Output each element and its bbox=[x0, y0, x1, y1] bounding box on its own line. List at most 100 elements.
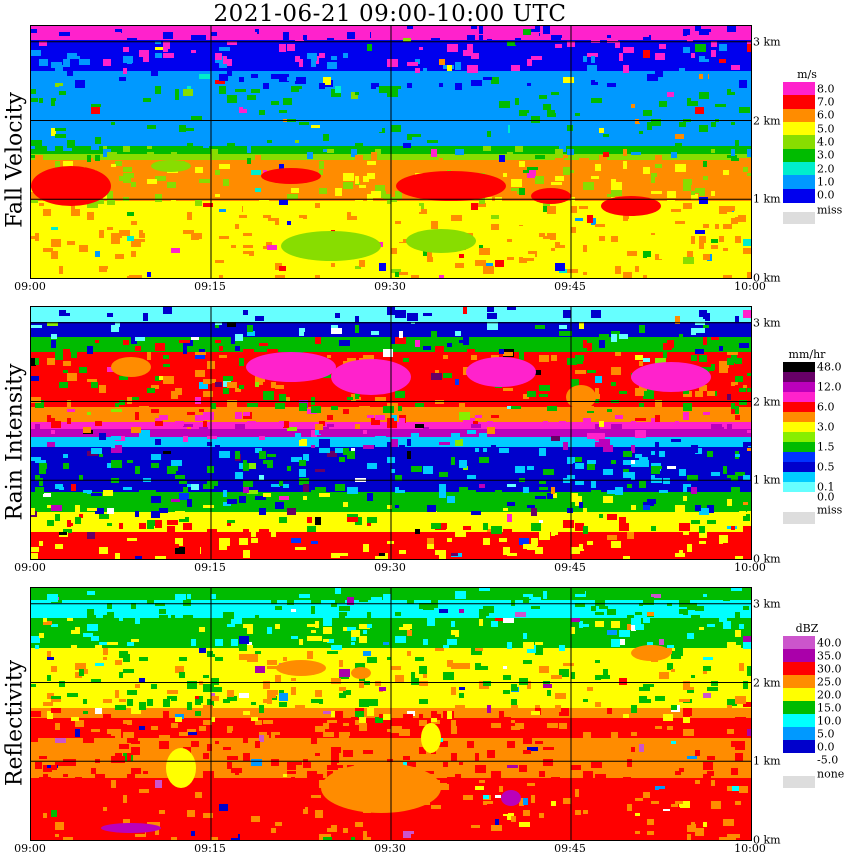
data-cell bbox=[307, 517, 312, 523]
data-cell bbox=[467, 741, 474, 748]
data-cell bbox=[543, 747, 554, 750]
data-cell bbox=[311, 636, 322, 641]
data-cell bbox=[639, 687, 650, 691]
data-cell bbox=[439, 553, 446, 559]
data-cell bbox=[315, 316, 323, 321]
data-cell bbox=[395, 391, 405, 398]
data-cell bbox=[175, 714, 184, 719]
data-cell bbox=[43, 621, 52, 625]
data-cell bbox=[495, 260, 504, 267]
data-cell bbox=[187, 594, 191, 599]
data-cell bbox=[63, 798, 68, 802]
data-cell bbox=[539, 771, 545, 777]
data-cell bbox=[559, 421, 566, 424]
data-cell bbox=[403, 756, 410, 760]
data-cell bbox=[375, 681, 381, 686]
data-cell bbox=[131, 275, 142, 278]
data-cell bbox=[715, 828, 725, 836]
colorbar-swatch bbox=[783, 162, 815, 176]
data-cell bbox=[99, 230, 104, 238]
data-cell bbox=[95, 340, 99, 343]
data-cell bbox=[555, 44, 562, 48]
data-cell bbox=[679, 224, 683, 228]
data-cell bbox=[515, 612, 526, 617]
data-cell bbox=[35, 645, 39, 649]
data-cell bbox=[595, 77, 601, 82]
data-cell bbox=[123, 795, 127, 803]
data-cell bbox=[227, 59, 232, 66]
data-cell bbox=[679, 469, 686, 476]
data-cell bbox=[363, 837, 371, 840]
data-cell bbox=[315, 487, 326, 495]
data-cell bbox=[379, 86, 389, 93]
data-cell bbox=[655, 137, 663, 140]
data-cell bbox=[203, 720, 212, 725]
data-cell bbox=[587, 541, 593, 545]
data-cell bbox=[367, 227, 374, 234]
data-cell bbox=[55, 484, 63, 489]
data-cell bbox=[455, 149, 464, 155]
data-cell bbox=[207, 529, 217, 534]
colorbar-label: 20.0 bbox=[817, 688, 842, 701]
data-cell bbox=[571, 627, 575, 634]
data-cell bbox=[163, 376, 170, 384]
data-cell bbox=[159, 508, 168, 513]
data-cell bbox=[735, 358, 742, 364]
data-cell bbox=[47, 358, 55, 365]
data-cell bbox=[531, 606, 540, 609]
data-cell bbox=[667, 645, 674, 648]
data-cell bbox=[239, 212, 247, 217]
data-cell bbox=[295, 56, 300, 62]
data-cell bbox=[339, 340, 350, 346]
data-cell bbox=[127, 699, 133, 706]
data-cell bbox=[151, 116, 158, 121]
data-cell bbox=[111, 756, 118, 763]
data-cell bbox=[127, 720, 132, 725]
data-cell bbox=[191, 594, 202, 598]
data-cell bbox=[115, 322, 120, 327]
data-cell bbox=[527, 505, 535, 508]
data-cell bbox=[355, 155, 363, 163]
data-cell bbox=[719, 792, 727, 797]
data-cell bbox=[199, 648, 206, 653]
data-cell bbox=[699, 550, 705, 557]
data-cell bbox=[67, 618, 73, 621]
data-cell bbox=[575, 807, 582, 810]
data-cell bbox=[675, 648, 683, 656]
data-cell bbox=[255, 651, 261, 654]
data-cell bbox=[375, 397, 386, 401]
data-cell bbox=[583, 227, 589, 231]
data-cell bbox=[731, 645, 741, 651]
data-cell bbox=[387, 759, 393, 762]
data-cell bbox=[731, 74, 742, 80]
data-cell bbox=[635, 266, 639, 272]
data-cell bbox=[87, 346, 93, 354]
colorbar-unit: dBZ bbox=[795, 622, 819, 635]
data-cell bbox=[291, 86, 302, 92]
data-cell bbox=[243, 529, 249, 535]
data-cell bbox=[715, 104, 726, 107]
data-cell bbox=[691, 355, 697, 361]
data-cell bbox=[203, 675, 209, 678]
colorbar-missing-swatch bbox=[783, 776, 815, 788]
data-cell bbox=[539, 481, 546, 484]
data-cell bbox=[635, 454, 642, 458]
data-cell bbox=[99, 642, 110, 645]
data-cell bbox=[743, 310, 751, 318]
data-cell bbox=[535, 496, 546, 499]
data-cell bbox=[79, 98, 84, 101]
data-cell bbox=[411, 433, 419, 438]
data-cell bbox=[699, 541, 706, 544]
data-cell bbox=[507, 553, 517, 556]
data-cell bbox=[527, 167, 538, 170]
data-cell bbox=[647, 642, 653, 646]
data-cell bbox=[31, 547, 39, 552]
data-cell bbox=[707, 756, 715, 760]
data-cell bbox=[547, 406, 557, 411]
data-cell bbox=[395, 272, 399, 277]
data-cell bbox=[611, 182, 622, 190]
data-cell bbox=[63, 780, 72, 785]
data-cell bbox=[739, 400, 747, 405]
colorbar-label: 1.5 bbox=[817, 440, 835, 454]
data-cell bbox=[383, 349, 393, 357]
